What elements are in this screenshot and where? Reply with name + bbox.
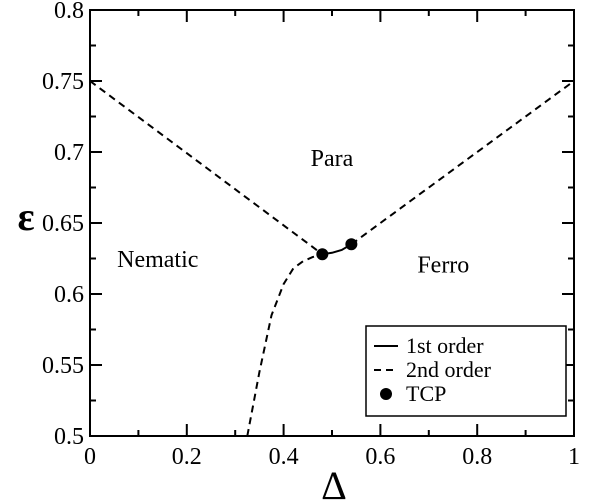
axis-tick-labels: 0 0.2 0.4 0.6 0.8 1 0.5 0.55 0.6 0.65 0.7 0.75 0.8	[42, 0, 580, 470]
legend-label: TCP	[406, 381, 446, 406]
region-label: Para	[311, 146, 354, 172]
legend-label: 2nd order	[406, 357, 492, 382]
y-tick-label: 0.8	[54, 0, 84, 24]
second-order-line	[350, 80, 575, 246]
x-axis-title: Δ	[321, 463, 347, 501]
region-label: Ferro	[417, 253, 469, 279]
x-tick-label: 0	[84, 444, 96, 470]
x-tick-label: 1	[568, 444, 580, 470]
region-label: Nematic	[117, 247, 198, 273]
x-tick-label: 0.2	[172, 444, 202, 470]
tricritical-points	[316, 238, 358, 261]
y-tick-label: 0.7	[54, 140, 84, 166]
y-tick-label: 0.5	[54, 424, 84, 450]
y-tick-label: 0.55	[42, 353, 84, 379]
x-tick-label: 0.4	[269, 444, 299, 470]
axis-ticks	[89, 9, 575, 437]
y-tick-label: 0.65	[42, 211, 84, 237]
tcp-point	[345, 238, 358, 251]
legend-swatch-marker	[380, 388, 392, 400]
y-axis-title: ε	[17, 194, 34, 239]
x-tick-label: 0.8	[462, 444, 492, 470]
legend-box	[365, 325, 567, 417]
second-order-line	[89, 80, 323, 256]
phase-region-labels: Para Nematic Ferro	[117, 146, 469, 279]
y-tick-label: 0.75	[42, 69, 84, 95]
x-tick-label: 0.6	[365, 444, 395, 470]
tcp-point	[316, 248, 329, 261]
legend-label: 1st order	[406, 333, 484, 358]
y-tick-label: 0.6	[54, 282, 84, 308]
second-order-line	[246, 253, 323, 437]
